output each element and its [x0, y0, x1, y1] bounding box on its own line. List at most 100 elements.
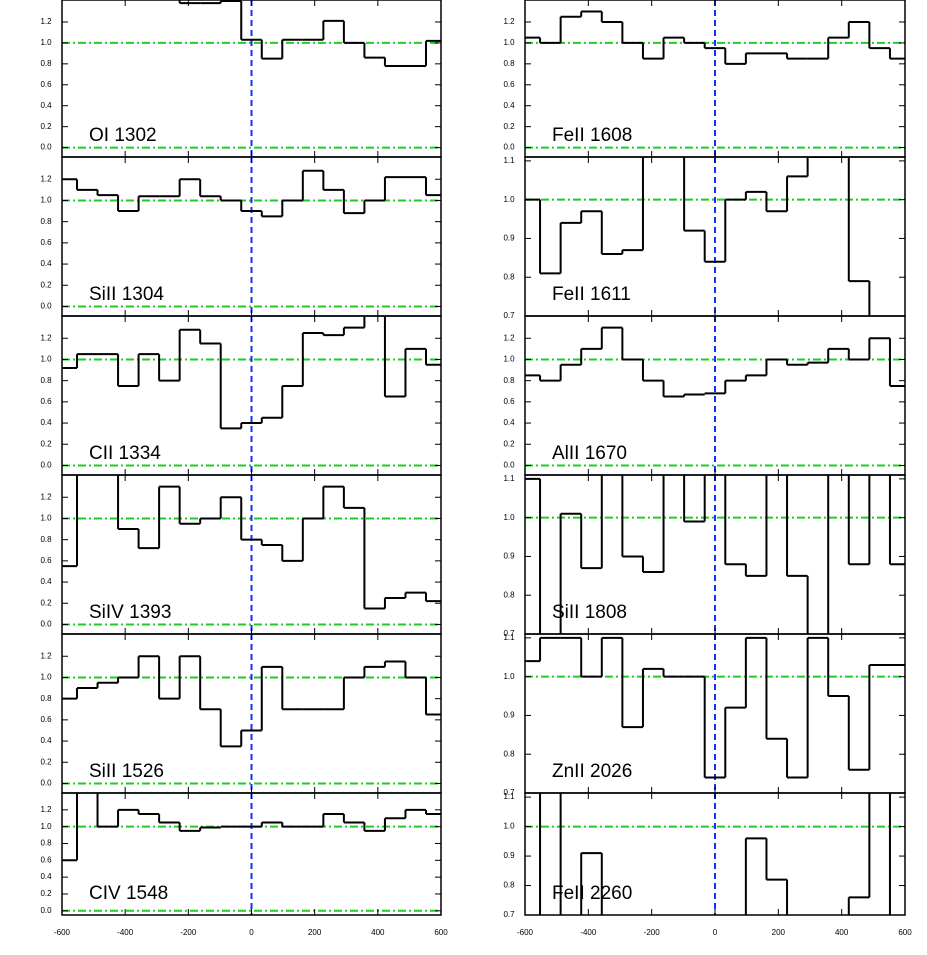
- panel: 0.7 0.8 0.9 1.0 1.1 FeII 1611: [503, 156, 906, 320]
- plot-area: [525, 316, 905, 475]
- y-tick-label: 0.7: [503, 311, 515, 320]
- y-tick-label: 1.2: [40, 651, 52, 660]
- y-tick-label: 0.6: [503, 397, 515, 406]
- x-tick-label: -400: [580, 928, 597, 937]
- x-tick-label: -600: [54, 928, 71, 937]
- y-tick-label: 1.0: [40, 514, 52, 523]
- plot-area: [525, 793, 905, 915]
- y-tick-label: 0.8: [40, 59, 52, 68]
- y-tick-label: 0.8: [503, 749, 515, 758]
- x-tick-label: 0: [713, 928, 718, 937]
- plot-area: [62, 475, 441, 634]
- x-tick-label: -400: [117, 928, 134, 937]
- ion-label: CIV 1548: [89, 883, 168, 904]
- x-tick-label: -600: [517, 928, 534, 937]
- y-tick-label: 1.2: [40, 17, 52, 26]
- plot-area: [62, 157, 441, 316]
- y-tick-label: 1.2: [503, 333, 515, 342]
- x-tick-label: 200: [772, 928, 786, 937]
- plot-area: [525, 0, 905, 157]
- y-tick-label: 0.8: [40, 839, 52, 848]
- y-tick-label: 1.0: [503, 355, 515, 364]
- plot-area: [62, 316, 441, 475]
- panel: 0.0 0.2 0.4 0.6 0.8 1.0 1.2 OI 1302: [40, 0, 442, 158]
- plot-area: [525, 475, 905, 634]
- ion-label: AlII 1670: [552, 443, 627, 464]
- y-tick-label: 1.1: [503, 156, 515, 165]
- ion-label: FeII 1611: [552, 284, 631, 305]
- y-tick-label: 1.0: [40, 196, 52, 205]
- panel: 0.7 0.8 0.9 1.0 1.1 -600 -400 -200 0 200 400 600 FeI…: [503, 792, 912, 937]
- y-tick-label: 0.2: [503, 122, 515, 131]
- x-tick-label: -200: [180, 928, 197, 937]
- panel: 0.0 0.2 0.4 0.6 0.8 1.0 1.2 AlII 1670: [503, 315, 906, 476]
- y-tick-label: 0.4: [503, 418, 515, 427]
- plot-area: [62, 0, 441, 157]
- panel: 0.0 0.2 0.4 0.6 0.8 1.0 1.2 FeII 1608: [503, 0, 906, 158]
- y-tick-label: 0.6: [40, 855, 52, 864]
- x-tick-label: 0: [249, 928, 254, 937]
- y-tick-label: 0.4: [503, 101, 515, 110]
- y-tick-label: 0.7: [503, 910, 515, 919]
- y-tick-label: 0.9: [503, 234, 515, 243]
- y-tick-label: 0.6: [40, 238, 52, 247]
- y-tick-label: 1.0: [503, 513, 515, 522]
- y-tick-label: 1.0: [40, 38, 52, 47]
- x-tick-label: 400: [371, 928, 385, 937]
- x-tick-label: 400: [835, 928, 849, 937]
- panel: 0.0 0.2 0.4 0.6 0.8 1.0 1.2 -600 -400 -200 0 200 400…: [40, 792, 448, 937]
- panel: 0.0 0.2 0.4 0.6 0.8 1.0 1.2 CII 1334: [40, 315, 442, 476]
- y-tick-label: 0.8: [40, 376, 52, 385]
- y-tick-label: 1.0: [503, 822, 515, 831]
- ion-label: SiII 1808: [552, 602, 627, 623]
- y-tick-label: 0.8: [40, 535, 52, 544]
- y-tick-label: 1.2: [40, 805, 52, 814]
- panel: 0.7 0.8 0.9 1.0 1.1 SiII 1808: [503, 474, 906, 638]
- y-tick-label: 1.2: [40, 174, 52, 183]
- y-tick-label: 0.8: [40, 694, 52, 703]
- y-tick-label: 0.4: [40, 418, 52, 427]
- y-tick-label: 0.4: [40, 577, 52, 586]
- y-tick-label: 1.1: [503, 474, 515, 483]
- y-tick-label: 0.6: [40, 556, 52, 565]
- y-tick-label: 1.0: [503, 38, 515, 47]
- y-tick-label: 0.0: [503, 143, 515, 152]
- y-tick-label: 0.8: [503, 881, 515, 890]
- ion-label: SiII 1304: [89, 284, 164, 305]
- y-tick-label: 0.8: [503, 376, 515, 385]
- y-tick-label: 0.0: [40, 779, 52, 788]
- y-tick-label: 1.0: [40, 822, 52, 831]
- y-tick-label: 0.6: [40, 715, 52, 724]
- y-tick-label: 0.9: [503, 711, 515, 720]
- y-tick-label: 1.0: [40, 673, 52, 682]
- y-tick-label: 0.2: [503, 439, 515, 448]
- y-tick-label: 1.2: [40, 492, 52, 501]
- y-tick-label: 0.2: [40, 598, 52, 607]
- y-tick-label: 0.0: [40, 302, 52, 311]
- x-tick-label: -200: [644, 928, 661, 937]
- ion-label: FeII 2260: [552, 883, 632, 904]
- y-tick-label: 0.7: [503, 629, 515, 638]
- y-tick-label: 0.2: [40, 889, 52, 898]
- plot-area: [525, 634, 905, 793]
- y-tick-label: 1.2: [40, 333, 52, 342]
- x-tick-label: 200: [308, 928, 322, 937]
- y-tick-label: 1.0: [503, 195, 515, 204]
- panel: 0.0 0.2 0.4 0.6 0.8 1.0 1.2 SiII 1526: [40, 633, 442, 794]
- y-tick-label: 0.0: [503, 461, 515, 470]
- y-tick-label: 0.6: [503, 80, 515, 89]
- panel: 0.0 0.2 0.4 0.6 0.8 1.0 1.2 SiIV 1393: [40, 474, 442, 635]
- y-tick-label: 1.2: [503, 17, 515, 26]
- y-tick-label: 0.6: [40, 80, 52, 89]
- y-tick-label: 0.0: [40, 143, 52, 152]
- ion-label: SiIV 1393: [89, 602, 171, 623]
- x-tick-label: 600: [434, 928, 448, 937]
- y-tick-label: 0.8: [40, 217, 52, 226]
- y-tick-label: 0.2: [40, 280, 52, 289]
- y-tick-label: 0.2: [40, 122, 52, 131]
- y-tick-label: 0.2: [40, 757, 52, 766]
- y-tick-label: 0.0: [40, 620, 52, 629]
- ion-label: OI 1302: [89, 125, 157, 146]
